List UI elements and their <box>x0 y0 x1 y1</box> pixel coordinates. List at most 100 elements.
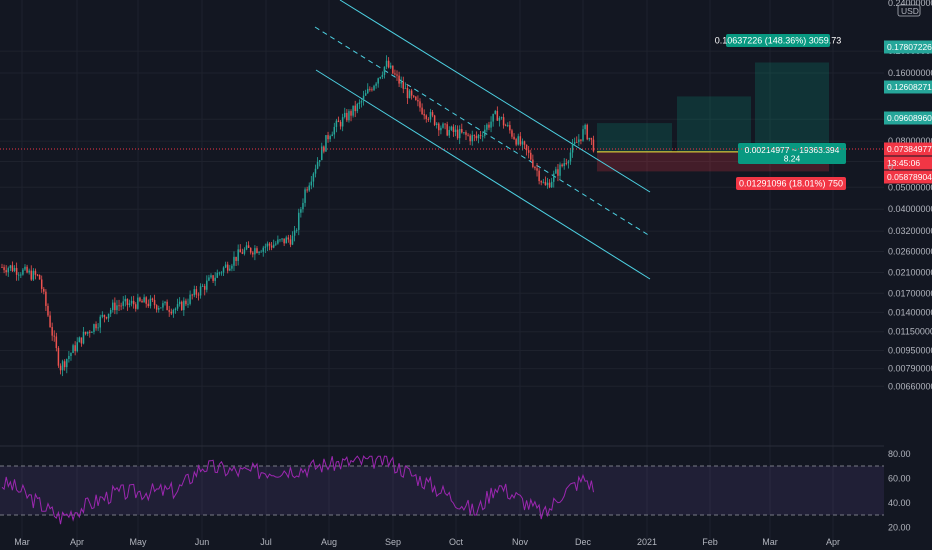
candle <box>498 116 501 127</box>
price-tick-label: 0.08000000 <box>888 136 932 146</box>
rsi-line <box>1 455 594 525</box>
candle <box>492 113 494 127</box>
candle <box>387 57 390 69</box>
candle <box>308 182 310 192</box>
candle <box>270 242 273 251</box>
price-tick-label: 0.04000000 <box>888 204 932 214</box>
candle <box>509 121 511 134</box>
candle <box>371 87 373 92</box>
candle <box>116 300 118 315</box>
candle <box>565 158 568 166</box>
profit-zone-2[interactable] <box>677 96 751 152</box>
candle <box>429 108 432 123</box>
candle <box>243 247 246 256</box>
candle <box>132 295 135 309</box>
candle <box>22 267 24 276</box>
candle <box>333 122 336 139</box>
currency-badge[interactable]: USD <box>897 4 921 17</box>
candle <box>168 305 170 317</box>
candle <box>515 137 517 147</box>
candle <box>538 168 540 185</box>
candle <box>287 234 290 243</box>
profit-zone-1[interactable] <box>597 123 672 152</box>
candle <box>262 245 264 257</box>
channel-median-line[interactable] <box>314 26 651 237</box>
candle <box>561 163 563 168</box>
candle <box>103 314 106 323</box>
candle <box>360 99 363 108</box>
candle <box>530 149 532 161</box>
candle <box>95 321 97 331</box>
candle <box>32 268 35 282</box>
candle <box>584 123 586 135</box>
time-axis[interactable]: Mar Apr May Jun Jul Aug Sep Oct Nov Dec 2021 Feb Mar… <box>14 537 840 547</box>
candle <box>400 76 402 88</box>
candle <box>220 271 223 276</box>
candle <box>578 134 580 147</box>
candle <box>206 275 208 293</box>
long-position-tool[interactable]: 0.10637226 (148.36%) 3059.73 0.01291096 (… <box>597 34 846 190</box>
candle <box>559 162 561 181</box>
candle <box>151 297 154 302</box>
candle <box>226 261 229 274</box>
rsi-axis[interactable]: 80.00 60.00 40.00 20.00 <box>888 449 911 533</box>
candle <box>137 293 139 310</box>
candle <box>488 121 490 131</box>
candle <box>5 265 7 276</box>
candle <box>114 297 116 315</box>
candle <box>231 263 233 272</box>
candle <box>379 76 382 80</box>
candle <box>404 82 407 89</box>
candle <box>385 55 388 70</box>
candle <box>490 116 492 133</box>
candle <box>224 261 227 269</box>
candle <box>109 307 112 317</box>
candle <box>295 228 298 233</box>
candle <box>335 118 338 133</box>
candle <box>461 123 463 134</box>
currency-label: USD <box>901 6 919 16</box>
stop-label[interactable]: 0.01291096 (18.01%) 750 <box>736 177 846 190</box>
candle <box>245 241 248 251</box>
channel-lower-line[interactable] <box>315 69 651 280</box>
channel-upper-line[interactable] <box>339 0 651 193</box>
price-tick-label: 0.03200000 <box>888 226 932 236</box>
candle <box>208 274 210 282</box>
candle <box>542 178 545 184</box>
price-tags: 0.17807226 0.12608271 0.09608960 0.07384977… <box>884 40 932 184</box>
candle <box>373 84 375 91</box>
candle <box>444 123 446 130</box>
candle <box>105 316 108 320</box>
profit-zone-3[interactable] <box>755 62 829 152</box>
descending-channel[interactable] <box>314 0 651 280</box>
price-tick-label: 0.00950000 <box>888 345 932 355</box>
candle <box>89 330 91 338</box>
candle <box>484 124 486 139</box>
candle <box>300 206 302 218</box>
candle <box>249 247 252 255</box>
candle <box>448 126 451 139</box>
candle <box>555 166 557 174</box>
candle <box>573 137 576 146</box>
time-tick-label: 2021 <box>637 537 657 547</box>
candle <box>24 264 26 271</box>
candle <box>532 154 534 169</box>
target-label[interactable]: 0.10637226 (148.36%) 3059.73 <box>715 34 842 47</box>
candle <box>72 343 74 354</box>
candle <box>433 114 436 127</box>
candle <box>339 120 342 130</box>
candle <box>43 287 45 295</box>
candle <box>362 90 365 106</box>
price-tag-label: 13:45:06 <box>887 158 920 168</box>
candle <box>479 130 482 140</box>
candle <box>93 323 95 335</box>
candle <box>1 263 3 268</box>
time-tick-label: Dec <box>575 537 592 547</box>
candle <box>291 231 294 246</box>
candle <box>402 76 405 94</box>
candle <box>256 246 258 254</box>
candle <box>63 359 66 371</box>
time-tick-label: Mar <box>14 537 30 547</box>
